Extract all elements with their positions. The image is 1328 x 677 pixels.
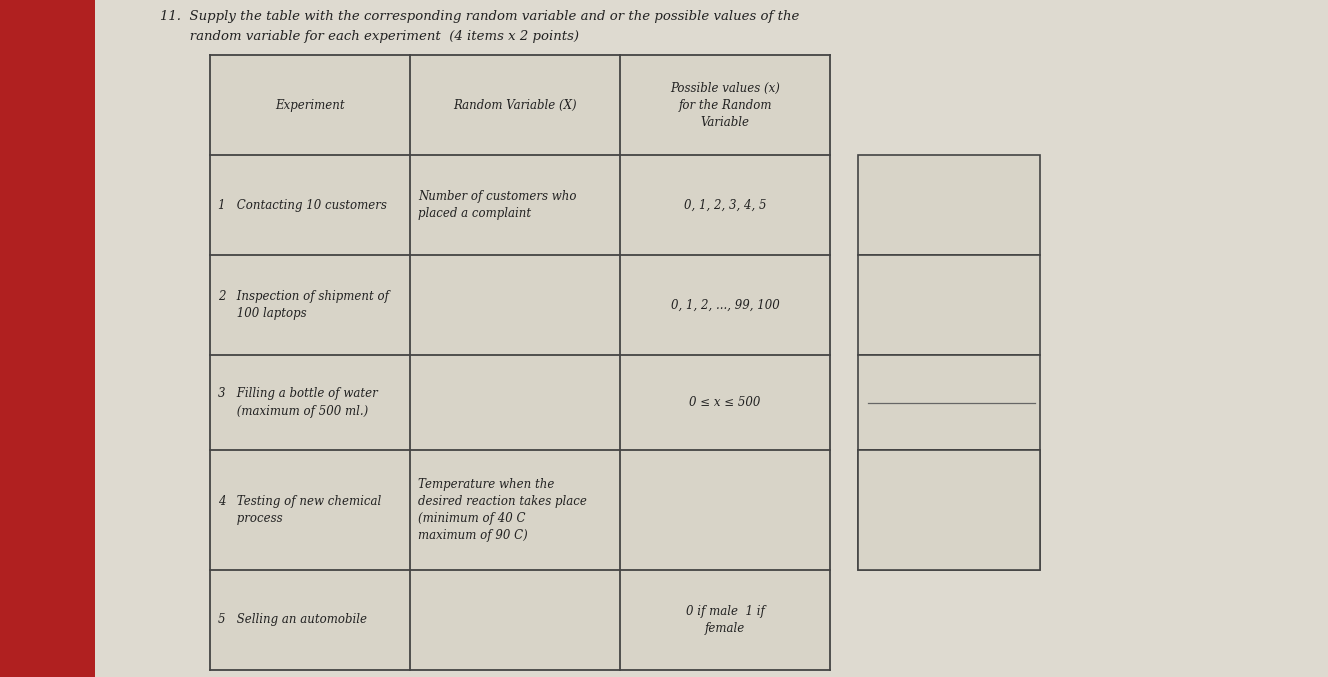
Text: 0 if male  1 if
female: 0 if male 1 if female bbox=[685, 605, 765, 635]
Text: 0 ≤ x ≤ 500: 0 ≤ x ≤ 500 bbox=[689, 396, 761, 409]
Bar bbox=[858, 355, 1040, 450]
Text: 11.  Supply the table with the corresponding random variable and or the possible: 11. Supply the table with the correspond… bbox=[159, 10, 799, 23]
Bar bbox=[858, 450, 1040, 570]
Text: 0, 1, 2, ..., 99, 100: 0, 1, 2, ..., 99, 100 bbox=[671, 299, 780, 311]
Text: random variable for each experiment  (4 items x 2 points): random variable for each experiment (4 i… bbox=[159, 30, 579, 43]
Text: 2   Inspection of shipment of
     100 laptops: 2 Inspection of shipment of 100 laptops bbox=[218, 290, 389, 320]
Bar bbox=[858, 155, 1040, 255]
Bar bbox=[858, 450, 1040, 570]
Text: Experiment: Experiment bbox=[275, 98, 345, 112]
Text: 4   Testing of new chemical
     process: 4 Testing of new chemical process bbox=[218, 495, 381, 525]
Text: Temperature when the
desired reaction takes place
(minimum of 40 C
maximum of 90: Temperature when the desired reaction ta… bbox=[418, 478, 587, 542]
Text: Random Variable (X): Random Variable (X) bbox=[453, 98, 576, 112]
Text: 3   Filling a bottle of water
     (maximum of 500 ml.): 3 Filling a bottle of water (maximum of … bbox=[218, 387, 377, 418]
Text: 1   Contacting 10 customers: 1 Contacting 10 customers bbox=[218, 198, 386, 211]
Text: 0, 1, 2, 3, 4, 5: 0, 1, 2, 3, 4, 5 bbox=[684, 198, 766, 211]
Text: Possible values (x)
for the Random
Variable: Possible values (x) for the Random Varia… bbox=[671, 81, 780, 129]
Bar bbox=[210, 55, 830, 670]
Bar bbox=[0, 0, 96, 677]
Text: 5   Selling an automobile: 5 Selling an automobile bbox=[218, 613, 367, 626]
Text: Number of customers who
placed a complaint: Number of customers who placed a complai… bbox=[418, 190, 576, 220]
Bar bbox=[858, 255, 1040, 355]
